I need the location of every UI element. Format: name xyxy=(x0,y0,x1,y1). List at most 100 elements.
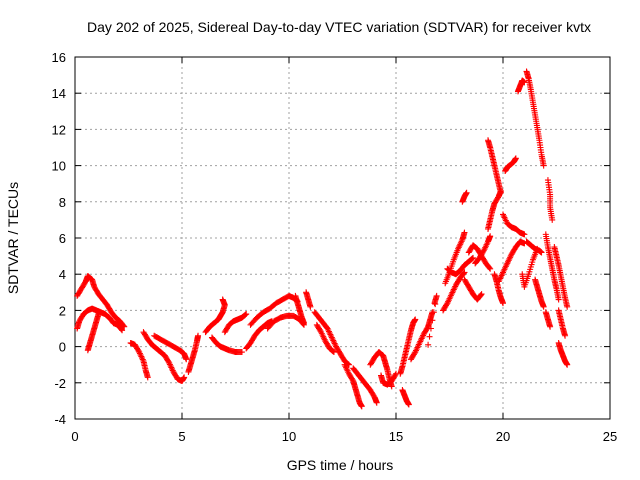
data-point xyxy=(512,155,519,162)
series-arc-au xyxy=(551,244,571,310)
data-point xyxy=(477,292,484,299)
data-point xyxy=(195,332,202,339)
data-point xyxy=(540,303,547,310)
data-point xyxy=(144,374,151,381)
series-arc-ap xyxy=(519,245,541,290)
data-point xyxy=(429,317,436,324)
data-point xyxy=(480,248,487,255)
series-arc-an xyxy=(523,68,547,169)
data-point xyxy=(300,320,307,327)
data-point xyxy=(426,333,433,340)
data-point xyxy=(497,187,504,194)
data-point xyxy=(317,327,324,334)
series-arc-ad xyxy=(461,276,485,303)
data-point xyxy=(564,303,571,310)
data-point xyxy=(392,371,399,378)
series-arc-n xyxy=(292,292,307,327)
data-point xyxy=(411,350,418,357)
data-point xyxy=(461,269,468,276)
data-point xyxy=(538,249,545,256)
x-tick-label: 20 xyxy=(496,429,510,444)
x-axis-label: GPS time / hours xyxy=(287,457,394,473)
series-arc-z xyxy=(440,269,468,314)
data-point xyxy=(183,356,190,363)
series-arc-h xyxy=(202,296,228,336)
x-tick-label: 5 xyxy=(178,429,185,444)
series-arc-i xyxy=(208,334,245,356)
data-point xyxy=(521,231,528,238)
data-point xyxy=(329,347,336,354)
series-arc-p xyxy=(311,309,352,368)
data-points xyxy=(74,68,571,410)
series-arc-ak xyxy=(502,155,519,175)
data-point xyxy=(181,374,188,381)
series-arc-as xyxy=(542,231,562,303)
data-point xyxy=(135,347,142,354)
y-tick-label: 0 xyxy=(59,340,66,355)
data-point xyxy=(307,303,314,310)
data-point xyxy=(119,327,126,334)
y-tick-label: 8 xyxy=(59,195,66,210)
data-point xyxy=(427,325,434,332)
y-tick-label: -2 xyxy=(54,376,66,391)
data-point xyxy=(165,358,172,365)
x-tick-label: 0 xyxy=(71,429,78,444)
series-arc-aw xyxy=(555,339,571,368)
series-arc-ab xyxy=(444,254,477,278)
data-point xyxy=(433,292,440,299)
data-point xyxy=(241,312,248,319)
series-arc-ah xyxy=(485,187,504,232)
data-point xyxy=(432,301,439,308)
data-point xyxy=(330,349,337,356)
series-arc-r xyxy=(341,361,365,410)
series-arc-af xyxy=(472,233,494,267)
data-point xyxy=(468,256,475,263)
data-point xyxy=(469,255,476,262)
x-tick-label: 15 xyxy=(389,429,403,444)
y-tick-label: 6 xyxy=(59,231,66,246)
y-tick-label: 10 xyxy=(52,159,66,174)
series-arc-aq xyxy=(532,276,547,310)
y-tick-label: 14 xyxy=(52,86,66,101)
series-arc-am xyxy=(514,77,528,95)
data-point xyxy=(500,300,506,307)
axis-ticks: 0 5 10 15 20 25 -4 -2 0 2 4 6 8 10 12 14 16 xyxy=(52,50,618,444)
series-arc-b xyxy=(74,305,126,334)
data-point xyxy=(534,245,541,252)
series-arc-f xyxy=(151,332,190,363)
series-arc-av xyxy=(555,307,569,339)
data-point xyxy=(547,323,554,330)
data-point xyxy=(373,399,380,406)
series-arc-y xyxy=(425,292,440,348)
data-point xyxy=(118,326,125,333)
series-arc-a xyxy=(74,273,128,330)
series-arc-w xyxy=(399,387,412,408)
series-arc-s xyxy=(350,365,380,406)
y-tick-label: 4 xyxy=(59,267,66,282)
x-tick-label: 25 xyxy=(603,429,617,444)
data-point xyxy=(549,216,556,223)
data-point xyxy=(95,311,102,318)
y-tick-label: 16 xyxy=(52,50,66,65)
data-point xyxy=(461,229,468,236)
y-tick-label: -4 xyxy=(54,412,66,427)
series-arc-q xyxy=(313,321,337,356)
y-tick-label: 12 xyxy=(52,122,66,137)
data-point xyxy=(443,301,450,308)
data-point xyxy=(425,341,432,348)
series-arc-g xyxy=(185,332,202,375)
data-point xyxy=(412,316,419,323)
data-point xyxy=(487,233,494,240)
series-arc-ac xyxy=(459,189,470,205)
y-axis-label: SDTVAR / TECUs xyxy=(5,182,21,294)
data-point xyxy=(430,309,437,316)
data-point xyxy=(238,349,245,356)
series-arc-v xyxy=(397,316,419,377)
x-tick-label: 10 xyxy=(282,429,296,444)
data-point xyxy=(219,296,226,303)
series-arc-ar xyxy=(544,177,556,223)
data-point xyxy=(463,189,470,196)
data-point xyxy=(562,332,569,339)
data-point xyxy=(358,403,365,410)
